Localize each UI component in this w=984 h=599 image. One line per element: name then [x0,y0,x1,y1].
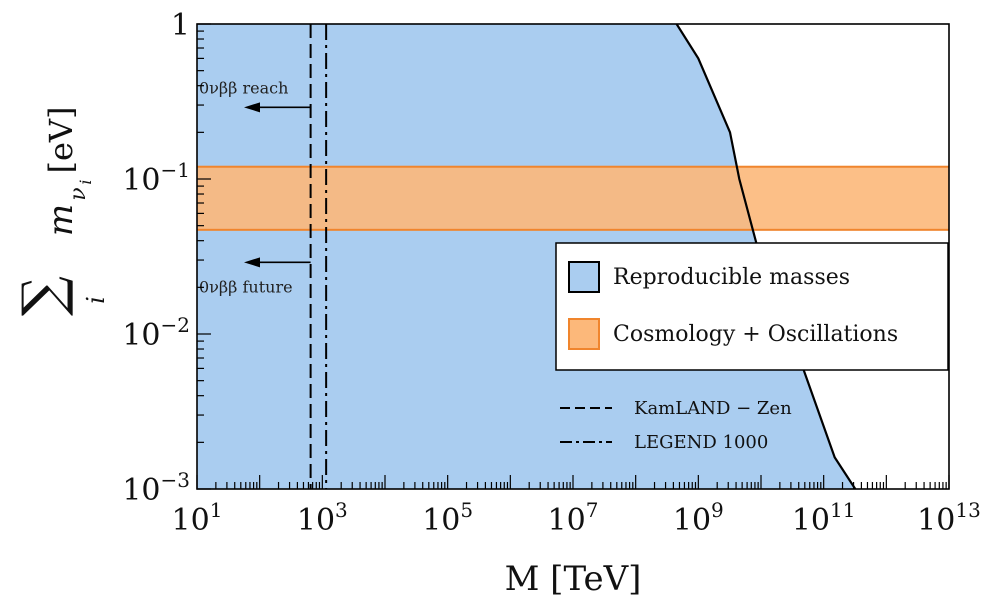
cosmology-oscillations-band [197,165,949,231]
line-legend-kamland-label: KamLAND − Zen [634,398,792,419]
legend-swatch-cosmology [568,318,600,350]
plot-frame [196,23,950,490]
y-tick-labels: 1 10−1 10−2 10−3 [122,8,190,508]
y-axis-title: ∑ i m ν i [eV] [11,106,110,316]
reproducible-masses-region [197,24,856,489]
y-tick-label: 10−1 [122,158,190,198]
legend-label-reproducible: Reproducible masses [613,265,850,290]
arrow-reach-head [244,102,260,113]
plot-area [197,24,949,489]
y-axis-unit: [eV] [42,106,80,173]
legend-frame [555,242,949,371]
annotation-0vbb-future: 0νββ future [199,277,293,296]
x-tick-label: 1011 [792,498,856,538]
arrow-future-head [244,257,260,268]
legend-swatch-reproducible [568,261,600,293]
legend-label-cosmology: Cosmology + Oscillations [613,322,898,347]
x-tick-label: 105 [422,498,473,538]
y-axis-subsub: i [76,179,95,184]
x-tick-label: 109 [673,498,724,538]
y-tick-label: 10−3 [122,468,190,508]
x-tick-label: 101 [172,498,223,538]
y-axis-sum-symbol: ∑ [11,276,76,316]
y-tick-label: 1 [171,8,190,43]
x-tick-labels: 101 103 105 107 109 1011 1013 [172,498,981,538]
line-legend: KamLAND − Zen LEGEND 1000 [560,398,792,453]
y-axis-sum-index: i [82,296,110,304]
x-tick-label: 107 [548,498,599,538]
y-tick-label: 10−2 [122,313,190,353]
y-axis-sub: ν [66,187,91,200]
x-tick-label: 1013 [917,498,981,538]
reproducible-masses-boundary [675,24,857,489]
y-axis-variable: m [41,204,81,236]
x-axis-title: M [TeV] [505,559,642,599]
x-tick-label: 103 [297,498,348,538]
legend: Reproducible masses Cosmology + Oscillat… [555,242,949,371]
annotation-0vbb-reach: 0νββ reach [199,78,288,97]
line-legend-legend1000-label: LEGEND 1000 [634,432,768,453]
annotations: 0νββ reach 0νββ future [199,78,311,296]
